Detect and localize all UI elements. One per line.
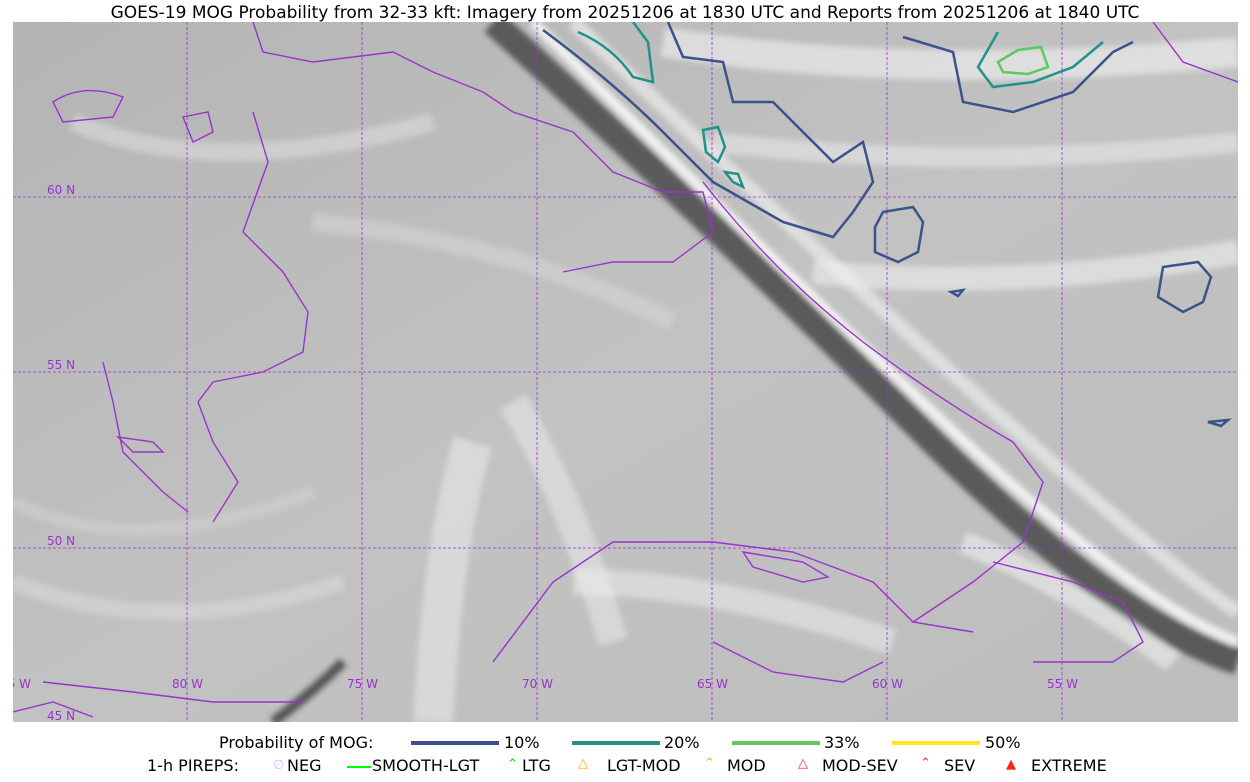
satellite-map: 60 N 55 N 50 N 45 N 85 W 80 W 75 W 70 W …: [13, 22, 1238, 722]
lat-label: 60 N: [47, 183, 76, 197]
lon-label: 85 W: [13, 677, 31, 691]
mog-legend-title: Probability of MOG:: [219, 733, 374, 752]
mod-sev-icon: △: [798, 756, 808, 771]
contour-10pct: [873, 205, 925, 264]
extreme-icon: ▲: [1006, 757, 1016, 772]
contour-10pct: [542, 22, 875, 239]
swatch-20pct: [572, 741, 660, 745]
coastlines: [13, 22, 1238, 718]
lon-label: 65 W: [697, 677, 728, 691]
contour-10pct: [1207, 418, 1232, 428]
lat-label: 50 N: [47, 534, 76, 548]
mod-icon: ⌃: [704, 756, 715, 771]
graticule: [13, 22, 1238, 722]
plot-title: GOES-19 MOG Probability from 32-33 kft: …: [110, 3, 1140, 23]
mog-level-label: 10%: [504, 733, 540, 752]
pirep-legend-title: 1-h PIREPS:: [147, 756, 239, 775]
swatch-33pct: [732, 741, 820, 745]
contour-20pct: [976, 31, 1104, 89]
contour-10pct: [1156, 260, 1213, 314]
lon-label: 70 W: [522, 677, 553, 691]
mog-level-label: 20%: [664, 733, 700, 752]
lon-label: 80 W: [172, 677, 203, 691]
mog-level-label: 50%: [985, 733, 1021, 752]
lon-label: 60 W: [872, 677, 903, 691]
mog-level-label: 33%: [824, 733, 860, 752]
lon-label: 55 W: [1047, 677, 1078, 691]
pirep-label: EXTREME: [1031, 756, 1107, 775]
contour-10pct: [902, 35, 1134, 114]
ltg-icon: ⌃: [507, 757, 518, 772]
contour-33pct: [996, 45, 1050, 76]
lgt-mod-icon: △: [578, 756, 588, 771]
contour-20pct: [577, 22, 655, 84]
contour-20pct: [722, 170, 746, 190]
pirep-label: MOD: [727, 756, 766, 775]
pirep-label: LGT-MOD: [607, 756, 681, 775]
cloud-texture: [13, 22, 1238, 722]
neg-icon: ∅: [273, 758, 285, 773]
swatch-10pct: [411, 741, 499, 745]
pirep-label: MOD-SEV: [822, 756, 898, 775]
contour-20pct: [701, 125, 727, 164]
pirep-label: SEV: [944, 756, 976, 775]
sev-icon: ⌃: [920, 756, 931, 771]
lat-label: 45 N: [47, 709, 76, 722]
pirep-label: NEG: [287, 756, 322, 775]
lat-label: 55 N: [47, 358, 76, 372]
lon-label: 75 W: [347, 677, 378, 691]
contour-10pct: [947, 288, 967, 298]
smooth-lgt-icon: [347, 766, 371, 768]
swatch-50pct: [892, 741, 980, 745]
map-canvas: [13, 22, 1238, 722]
pirep-label: LTG: [522, 756, 551, 775]
pirep-label: SMOOTH-LGT: [372, 756, 480, 775]
mog-contours: [542, 22, 1232, 428]
